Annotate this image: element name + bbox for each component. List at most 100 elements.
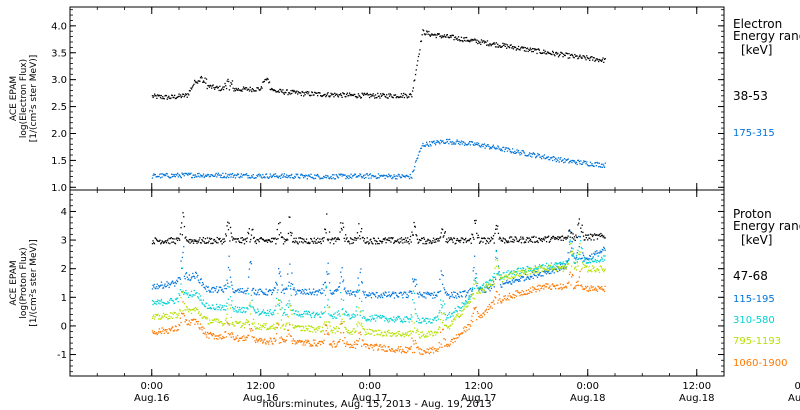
- data-point: [493, 303, 495, 305]
- data-point: [534, 288, 536, 290]
- data-point: [553, 268, 555, 270]
- data-point: [546, 51, 549, 53]
- data-point: [561, 265, 564, 267]
- data-point: [319, 316, 321, 318]
- data-point: [540, 156, 542, 158]
- data-point: [393, 292, 395, 295]
- data-point: [369, 239, 371, 241]
- data-point: [305, 310, 308, 312]
- data-point: [511, 277, 513, 279]
- data-point: [214, 86, 217, 89]
- data-point: [552, 285, 555, 287]
- data-point: [344, 314, 346, 316]
- data-point: [376, 96, 378, 99]
- data-point: [537, 152, 539, 155]
- data-point: [508, 148, 510, 150]
- data-point: [356, 237, 358, 240]
- data-point: [303, 95, 305, 97]
- data-point: [409, 291, 412, 293]
- data-point: [153, 243, 156, 245]
- data-point: [262, 311, 264, 313]
- data-point: [540, 287, 542, 290]
- data-point: [226, 302, 228, 304]
- data-point: [353, 291, 355, 293]
- data-point: [365, 176, 367, 179]
- data-point: [500, 46, 502, 48]
- data-point: [169, 284, 172, 286]
- data-point: [346, 293, 348, 295]
- data-point: [209, 291, 211, 293]
- data-point: [287, 285, 290, 287]
- data-point: [165, 303, 167, 305]
- data-point: [444, 289, 446, 291]
- data-point: [529, 49, 531, 51]
- data-point: [163, 241, 165, 244]
- data-point: [421, 294, 423, 296]
- data-point: [305, 327, 308, 330]
- data-point: [291, 232, 293, 234]
- data-point: [478, 290, 480, 292]
- data-point: [164, 173, 166, 176]
- data-point: [249, 86, 251, 88]
- data-point: [582, 254, 585, 256]
- data-point: [560, 286, 562, 289]
- data-point: [251, 90, 253, 93]
- data-point: [280, 308, 282, 311]
- data-point: [542, 275, 544, 277]
- data-point: [153, 95, 155, 97]
- data-point: [449, 35, 451, 37]
- data-point: [197, 297, 200, 299]
- data-point: [273, 173, 275, 175]
- data-point: [506, 47, 508, 49]
- data-point: [466, 240, 468, 242]
- data-point: [534, 266, 536, 268]
- data-point: [458, 335, 460, 337]
- data-point: [599, 250, 601, 252]
- data-point: [547, 156, 549, 158]
- data-point: [381, 331, 383, 333]
- data-point: [314, 291, 316, 293]
- data-point: [239, 288, 241, 290]
- data-point: [181, 256, 183, 259]
- data-point: [433, 348, 435, 350]
- data-point: [510, 283, 512, 285]
- data-point: [311, 91, 314, 94]
- data-point: [486, 40, 489, 42]
- data-point: [334, 332, 336, 334]
- data-point: [377, 95, 380, 97]
- data-point: [576, 236, 578, 239]
- data-point: [513, 270, 515, 272]
- data-point: [524, 271, 526, 273]
- data-point: [577, 249, 579, 251]
- data-point: [591, 260, 594, 262]
- data-point: [322, 237, 324, 239]
- data-point: [602, 236, 604, 238]
- data-point: [550, 288, 552, 290]
- data-point: [599, 260, 601, 262]
- data-point: [500, 148, 503, 150]
- data-point: [548, 159, 550, 161]
- data-point: [573, 257, 576, 259]
- data-point: [346, 92, 348, 94]
- data-point: [373, 318, 375, 320]
- data-point: [570, 159, 572, 162]
- data-point: [477, 234, 479, 236]
- data-point: [290, 305, 292, 307]
- data-point: [192, 242, 195, 244]
- x-tick-date-label: Aug.18: [679, 393, 714, 404]
- data-point: [538, 266, 540, 268]
- data-point: [327, 306, 329, 309]
- data-point: [543, 270, 546, 272]
- data-point: [227, 285, 229, 288]
- data-point: [151, 300, 154, 302]
- data-point: [519, 294, 521, 297]
- data-point: [324, 93, 326, 96]
- data-point: [290, 282, 292, 285]
- data-point: [476, 237, 479, 239]
- data-point: [467, 239, 469, 242]
- data-point: [175, 173, 177, 175]
- data-point: [244, 337, 246, 339]
- data-point: [373, 293, 375, 295]
- data-point: [280, 174, 282, 176]
- data-point: [444, 142, 446, 144]
